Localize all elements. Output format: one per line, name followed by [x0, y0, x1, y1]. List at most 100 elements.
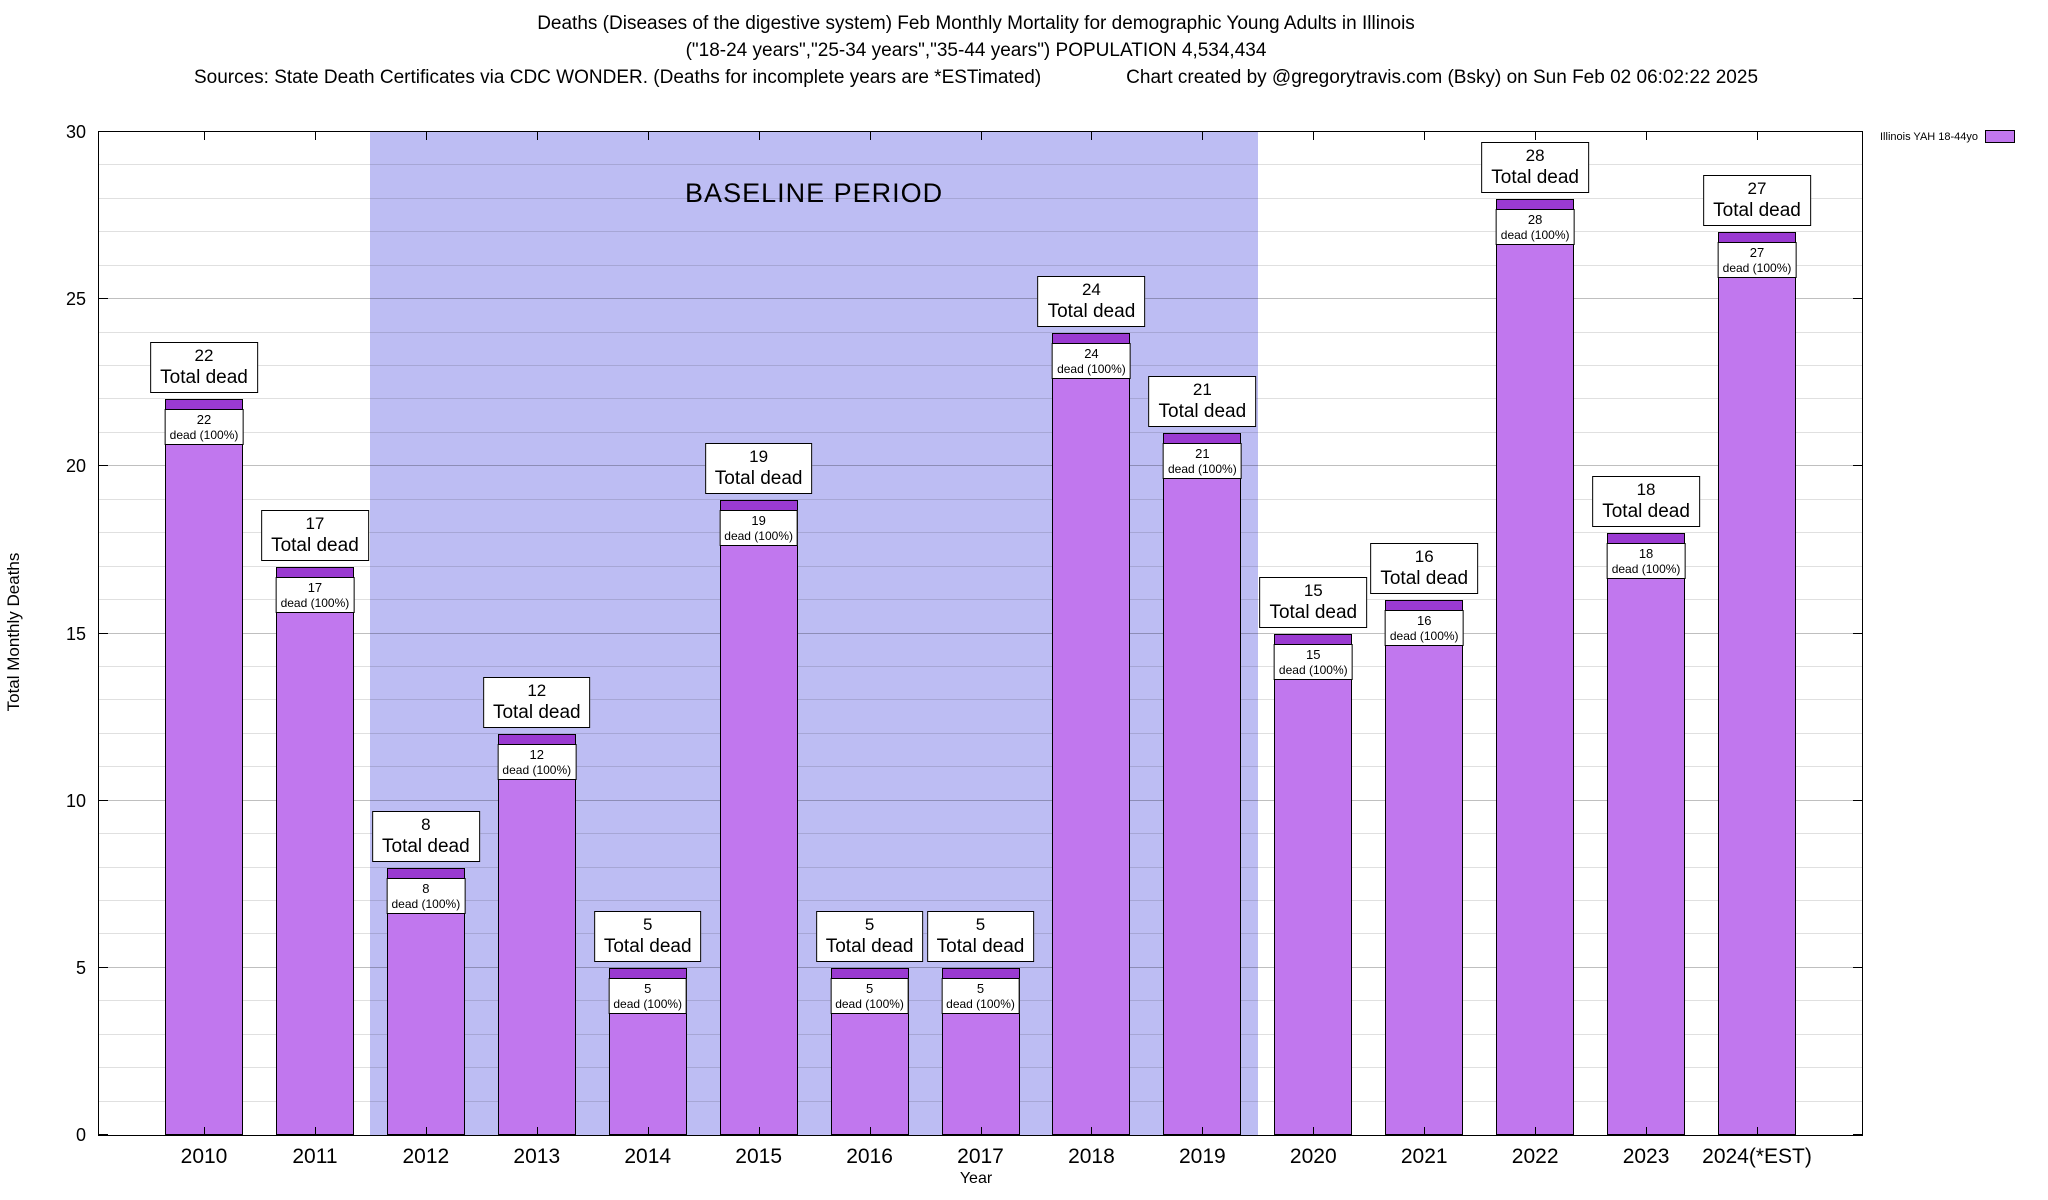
- total-dead-label-2020: 15 Total dead: [1259, 577, 1368, 628]
- bar-value-label-2023: 18 dead (100%): [1606, 543, 1686, 579]
- total-dead-label-2014-text: Total dead: [603, 936, 692, 958]
- bar-cap-2018: [1053, 334, 1130, 343]
- x-tick-mark-top: [1091, 132, 1093, 140]
- bar-2018: [1052, 333, 1131, 1135]
- x-tick-mark-bottom: [1313, 1127, 1315, 1135]
- bar-cap-2015: [720, 501, 797, 510]
- gridline: [99, 766, 1862, 768]
- total-dead-label-2019: 21 Total dead: [1148, 376, 1257, 427]
- y-tick-mark-left: [99, 131, 108, 132]
- plot-area: BASELINE PERIOD 0 5 10 15 20 25 30 22 dead (100%)…: [66, 123, 1863, 1168]
- total-dead-label-2015-value: 19: [749, 447, 769, 466]
- total-dead-label-2012-text: Total dead: [382, 836, 470, 858]
- y-tick-label: 0: [75, 1125, 86, 1145]
- total-dead-label-2016: 5 Total dead: [815, 911, 924, 962]
- bar-2015: [719, 500, 798, 1135]
- gridline: [99, 498, 1862, 500]
- bar-2019: [1163, 433, 1242, 1135]
- total-dead-label-2014: 5 Total dead: [593, 911, 702, 962]
- bar-cap-2011: [276, 568, 353, 577]
- bar-2020: [1274, 634, 1353, 1135]
- y-tick-mark-right: [1853, 632, 1862, 634]
- x-tick-2017: 2017: [957, 1145, 1004, 1168]
- x-tick-mark-top: [1313, 132, 1315, 140]
- total-dead-label-2010-value: 22: [194, 346, 214, 365]
- total-dead-label-2014-value: 5: [642, 915, 653, 934]
- bar-value-label-2017-text: dead (100%): [946, 996, 1015, 1011]
- meta-row: Sources: State Death Certificates via CD…: [0, 64, 1952, 91]
- total-dead-label-2016-value: 5: [864, 915, 875, 934]
- y-tick-label: 10: [65, 790, 86, 811]
- gridline: [99, 899, 1862, 901]
- total-dead-label-2023-text: Total dead: [1602, 501, 1690, 523]
- x-tick-mark-bottom: [1646, 1127, 1648, 1135]
- y-tick-mark-left: [99, 298, 108, 300]
- x-tick-2011: 2011: [292, 1145, 338, 1168]
- gridline: [99, 298, 1862, 300]
- bar-value-label-2024(*EST): 27 dead (100%): [1717, 242, 1797, 278]
- gridline: [99, 532, 1862, 534]
- gridline: [99, 833, 1862, 835]
- x-tick-mark-top: [980, 132, 982, 140]
- bar-cap-2012: [387, 869, 464, 878]
- bar-2011: [275, 567, 354, 1135]
- sources-note: Sources: State Death Certificates via CD…: [193, 67, 1042, 88]
- x-tick-mark-top: [1202, 132, 1204, 140]
- total-dead-label-2018: 24 Total dead: [1037, 276, 1146, 327]
- y-axis-title: Total Monthly Deaths: [4, 552, 23, 712]
- population-line: ("18-24 years","25-34 years","35-44 year…: [685, 40, 1267, 61]
- gridline: [99, 866, 1862, 868]
- bar-value-label-2020-value: 15: [1306, 647, 1321, 662]
- x-tick-2013: 2013: [513, 1145, 561, 1168]
- bar-value-label-2011-text: dead (100%): [280, 595, 350, 610]
- gridline: [99, 365, 1862, 367]
- bar-2021: [1385, 600, 1464, 1135]
- x-tick-mark-top: [1535, 132, 1537, 140]
- legend-label: Illinois YAH 18-44yo: [1880, 130, 1979, 143]
- x-tick-mark-bottom: [314, 1127, 316, 1135]
- total-dead-label-2021-text: Total dead: [1380, 568, 1469, 590]
- total-dead-label-2013-text: Total dead: [492, 702, 581, 724]
- bar-value-label-2012-text: dead (100%): [391, 896, 461, 911]
- gridline: [99, 966, 1862, 968]
- y-tick-label: 15: [65, 623, 86, 644]
- bar-value-label-2011: 17 dead (100%): [275, 577, 355, 613]
- bar-2013: [497, 734, 576, 1135]
- bar-value-label-2018: 24 dead (100%): [1052, 343, 1131, 379]
- bar-value-label-2016-text: dead (100%): [835, 996, 904, 1011]
- x-tick-mark-bottom: [204, 1127, 205, 1135]
- total-dead-label-2019-text: Total dead: [1158, 401, 1247, 423]
- bar-cap-2024(*EST): [1719, 233, 1795, 242]
- total-dead-label-2011: 17 Total dead: [261, 510, 369, 561]
- bar-cap-2014: [609, 969, 686, 978]
- bar-2022: [1496, 199, 1575, 1135]
- x-tick-2020: 2020: [1289, 1145, 1337, 1168]
- bar-value-label-2022-text: dead (100%): [1500, 227, 1570, 242]
- y-tick-mark-right: [1853, 1134, 1862, 1135]
- x-tick-2012: 2012: [402, 1145, 450, 1168]
- y-tick-mark-left: [99, 632, 108, 634]
- total-dead-label-2021: 16 Total dead: [1370, 543, 1479, 594]
- total-dead-label-2015: 19 Total dead: [704, 443, 813, 494]
- x-tick-2016: 2016: [846, 1145, 893, 1168]
- total-dead-label-2023: 18 Total dead: [1592, 476, 1700, 527]
- legend-swatch: [1985, 130, 2016, 143]
- bar-value-label-2024(*EST)-text: dead (100%): [1722, 260, 1792, 275]
- gridline: [99, 565, 1862, 567]
- x-tick-2015: 2015: [735, 1145, 782, 1168]
- bar-value-label-2024(*EST)-value: 27: [1749, 245, 1765, 260]
- chart-header: Deaths (Diseases of the digestive system…: [0, 10, 1952, 91]
- bar-value-label-2018-value: 24: [1084, 346, 1099, 361]
- y-tick-mark-left: [99, 465, 108, 467]
- x-tick-2010: 2010: [180, 1145, 228, 1168]
- y-tick-mark-right: [1853, 298, 1862, 300]
- x-tick-mark-bottom: [980, 1127, 982, 1135]
- gridline: [99, 231, 1862, 233]
- bar-value-label-2016: 5 dead (100%): [830, 978, 909, 1014]
- gridline: [99, 665, 1862, 667]
- bar-2024(*EST): [1718, 232, 1796, 1135]
- bar-cap-2021: [1386, 601, 1463, 610]
- bar-value-label-2021-value: 16: [1416, 613, 1432, 628]
- total-dead-label-2012: 8 Total dead: [372, 811, 480, 862]
- total-dead-label-2022-text: Total dead: [1491, 167, 1579, 189]
